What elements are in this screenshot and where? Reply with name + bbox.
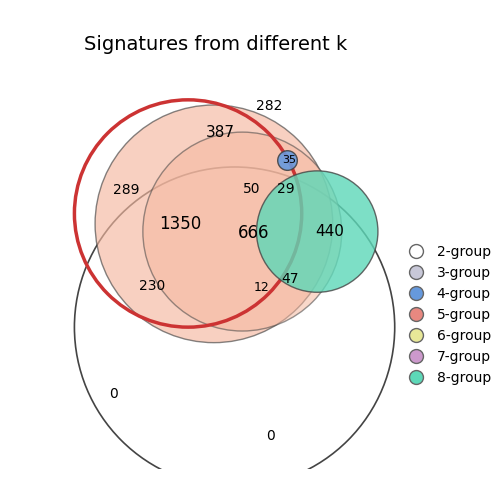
Text: 12: 12 (254, 281, 270, 294)
Text: 289: 289 (113, 183, 139, 197)
Circle shape (257, 171, 378, 292)
Title: Signatures from different k: Signatures from different k (84, 35, 347, 54)
Text: 666: 666 (238, 224, 270, 242)
Legend: 2-group, 3-group, 4-group, 5-group, 6-group, 7-group, 8-group: 2-group, 3-group, 4-group, 5-group, 6-gr… (397, 240, 496, 391)
Text: 47: 47 (281, 272, 299, 286)
Text: 230: 230 (139, 279, 165, 293)
Circle shape (143, 132, 342, 331)
Text: 0: 0 (266, 428, 275, 443)
Text: 387: 387 (206, 124, 235, 140)
Circle shape (278, 151, 297, 170)
Circle shape (95, 105, 333, 343)
Text: 440: 440 (316, 224, 345, 239)
Text: 29: 29 (277, 182, 295, 196)
Text: 50: 50 (242, 182, 260, 196)
Text: 0: 0 (109, 387, 117, 401)
Text: 35: 35 (282, 155, 296, 165)
Text: 1350: 1350 (159, 215, 202, 233)
Text: 282: 282 (256, 99, 283, 113)
